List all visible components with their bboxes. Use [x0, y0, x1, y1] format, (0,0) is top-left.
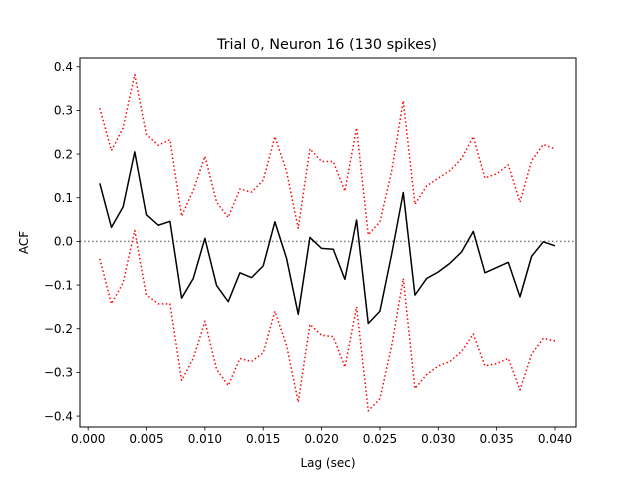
y-axis: −0.4 −0.3 −0.2 −0.1 0.0 0.1 0.2 0.3 0.4	[44, 60, 80, 423]
x-tick-label: 0.025	[363, 432, 397, 446]
y-tick-label: 0.2	[54, 147, 73, 161]
axes-frame	[79, 57, 577, 428]
lower-bound-line	[99, 229, 556, 412]
y-tick-label: 0.4	[54, 60, 73, 74]
plot-area	[80, 73, 576, 412]
y-tick-label: 0.3	[54, 104, 73, 118]
y-tick-label: 0.1	[54, 191, 73, 205]
x-tick-label: 0.035	[479, 432, 513, 446]
acf-series-line	[99, 151, 556, 325]
x-axis-label: Lag (sec)	[300, 456, 355, 470]
x-tick-label: 0.020	[304, 432, 338, 446]
y-axis-label: ACF	[17, 231, 31, 254]
x-axis: 0.000 0.005 0.010 0.015 0.020 0.025 0.030 0.035…	[71, 427, 572, 446]
x-tick-label: 0.030	[421, 432, 455, 446]
x-tick-label: 0.040	[538, 432, 572, 446]
y-tick-label: −0.4	[44, 409, 73, 423]
upper-bound-line	[99, 73, 556, 236]
y-tick-label: −0.1	[44, 278, 73, 292]
y-tick-label: −0.2	[44, 322, 73, 336]
y-tick-label: 0.0	[54, 235, 73, 249]
y-tick-label: −0.3	[44, 366, 73, 380]
chart-title: Trial 0, Neuron 16 (130 spikes)	[216, 37, 437, 53]
x-tick-label: 0.010	[188, 432, 222, 446]
x-tick-label: 0.000	[71, 432, 105, 446]
x-tick-label: 0.015	[246, 432, 280, 446]
x-tick-label: 0.005	[129, 432, 163, 446]
